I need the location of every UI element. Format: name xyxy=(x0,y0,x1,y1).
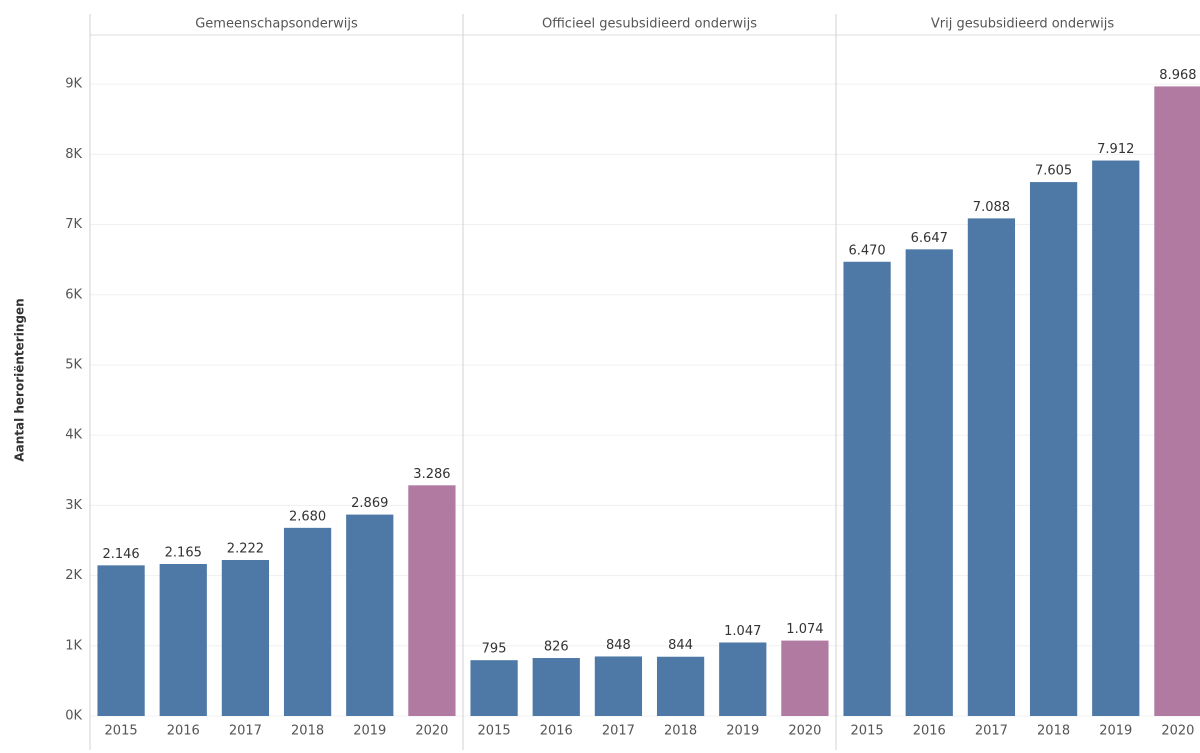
value-label: 2.680 xyxy=(289,509,326,524)
bar xyxy=(470,660,518,716)
value-label: 826 xyxy=(544,640,569,655)
bar xyxy=(346,514,394,716)
x-tick-label: 2015 xyxy=(105,724,138,739)
value-label: 2.869 xyxy=(351,496,388,511)
x-tick-label: 2016 xyxy=(167,724,200,739)
value-label: 7.912 xyxy=(1097,142,1134,157)
bar xyxy=(656,656,705,716)
y-tick-label: 0K xyxy=(65,709,82,724)
value-label: 7.605 xyxy=(1035,164,1072,179)
bar xyxy=(221,560,270,716)
bar xyxy=(1154,86,1200,716)
panel-title: Vrij gesubsidieerd onderwijs xyxy=(931,17,1114,32)
bar xyxy=(843,261,891,716)
x-tick-label: 2017 xyxy=(602,724,635,739)
bar xyxy=(905,249,953,716)
x-tick-label: 2019 xyxy=(1099,724,1132,739)
x-tick-label: 2019 xyxy=(353,724,386,739)
x-tick-label: 2016 xyxy=(913,724,946,739)
y-tick-label: 7K xyxy=(65,217,82,232)
value-label: 1.074 xyxy=(786,622,823,637)
value-label: 844 xyxy=(668,638,693,653)
y-tick-label: 5K xyxy=(65,357,82,372)
panel-title: Gemeenschapsonderwijs xyxy=(195,17,358,32)
y-tick-label: 9K xyxy=(65,77,82,92)
bar xyxy=(97,565,145,716)
value-label: 2.146 xyxy=(102,547,139,562)
y-tick-label: 1K xyxy=(65,638,82,653)
x-tick-label: 2018 xyxy=(664,724,697,739)
x-tick-label: 2018 xyxy=(1037,724,1070,739)
x-tick-label: 2020 xyxy=(415,724,448,739)
bar xyxy=(532,658,580,716)
y-axis-label: Aantal heroriënteringen xyxy=(13,298,27,461)
bar xyxy=(967,218,1016,717)
y-tick-label: 2K xyxy=(65,568,82,583)
value-label: 3.286 xyxy=(413,467,450,482)
x-tick-label: 2020 xyxy=(1161,724,1194,739)
bar xyxy=(1029,182,1078,716)
value-label: 8.968 xyxy=(1159,68,1196,83)
x-tick-label: 2016 xyxy=(540,724,573,739)
value-label: 2.165 xyxy=(165,546,202,561)
bar xyxy=(594,656,643,716)
x-tick-label: 2020 xyxy=(788,724,821,739)
x-tick-label: 2019 xyxy=(726,724,759,739)
x-tick-label: 2018 xyxy=(291,724,324,739)
value-label: 6.470 xyxy=(848,243,885,258)
x-tick-label: 2015 xyxy=(478,724,511,739)
y-tick-label: 3K xyxy=(65,498,82,513)
x-tick-label: 2017 xyxy=(975,724,1008,739)
value-label: 6.647 xyxy=(911,231,948,246)
y-tick-label: 4K xyxy=(65,428,82,443)
bar xyxy=(781,640,829,716)
value-label: 2.222 xyxy=(227,542,264,557)
value-label: 7.088 xyxy=(973,200,1010,215)
bar xyxy=(283,527,332,716)
panel-title: Officieel gesubsidieerd onderwijs xyxy=(542,17,757,32)
x-tick-label: 2017 xyxy=(229,724,262,739)
x-tick-label: 2015 xyxy=(851,724,884,739)
bar xyxy=(719,642,767,716)
value-label: 1.047 xyxy=(724,624,761,639)
value-label: 795 xyxy=(482,642,507,657)
value-label: 848 xyxy=(606,638,631,653)
bar xyxy=(408,485,456,716)
bar xyxy=(159,564,207,716)
y-tick-label: 6K xyxy=(65,287,82,302)
y-tick-label: 8K xyxy=(65,147,82,162)
bar xyxy=(1092,160,1140,716)
